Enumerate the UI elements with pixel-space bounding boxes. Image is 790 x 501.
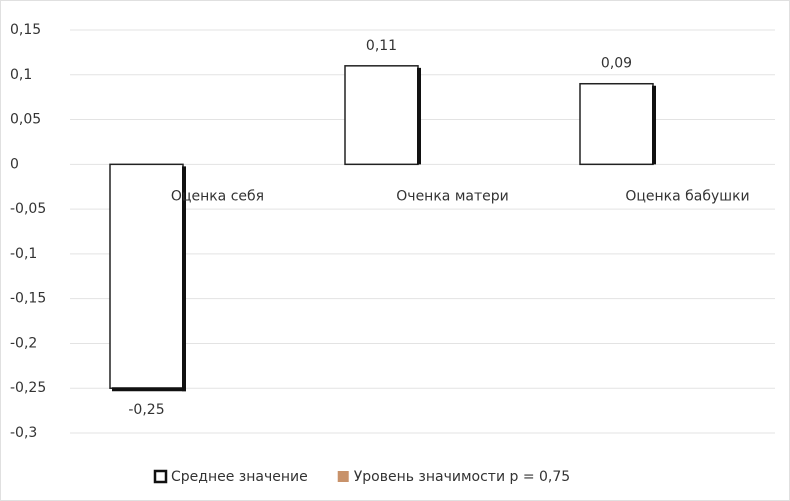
legend-swatch (337, 471, 349, 482)
data-label: -0,25 (128, 402, 164, 418)
y-tick-label: -0,15 (10, 291, 46, 307)
y-tick-label: -0,1 (10, 246, 37, 262)
y-tick-label: -0,2 (10, 335, 37, 351)
x-tick-label: Оценка себя (171, 188, 264, 204)
y-tick-label: -0,3 (10, 425, 37, 441)
y-tick-label: 0,1 (10, 67, 32, 83)
bar (579, 82, 654, 166)
bar (109, 163, 184, 389)
y-tick-label: -0,25 (10, 380, 46, 396)
y-tick-label: -0,05 (10, 201, 46, 217)
legend-swatch (153, 469, 168, 484)
data-label: 0,11 (366, 38, 397, 54)
x-tick-label: Оченка матери (396, 188, 508, 204)
x-tick-label: Оценка бабушки (625, 188, 749, 204)
bar (344, 65, 419, 166)
y-tick-label: 0,05 (10, 112, 41, 128)
legend-label: Уровень значимости р = 0,75 (354, 469, 570, 485)
data-label: 0,09 (601, 56, 632, 72)
legend-label: Среднее значение (171, 469, 308, 485)
y-tick-label: 0 (10, 156, 19, 172)
y-tick-label: 0,15 (10, 22, 41, 38)
